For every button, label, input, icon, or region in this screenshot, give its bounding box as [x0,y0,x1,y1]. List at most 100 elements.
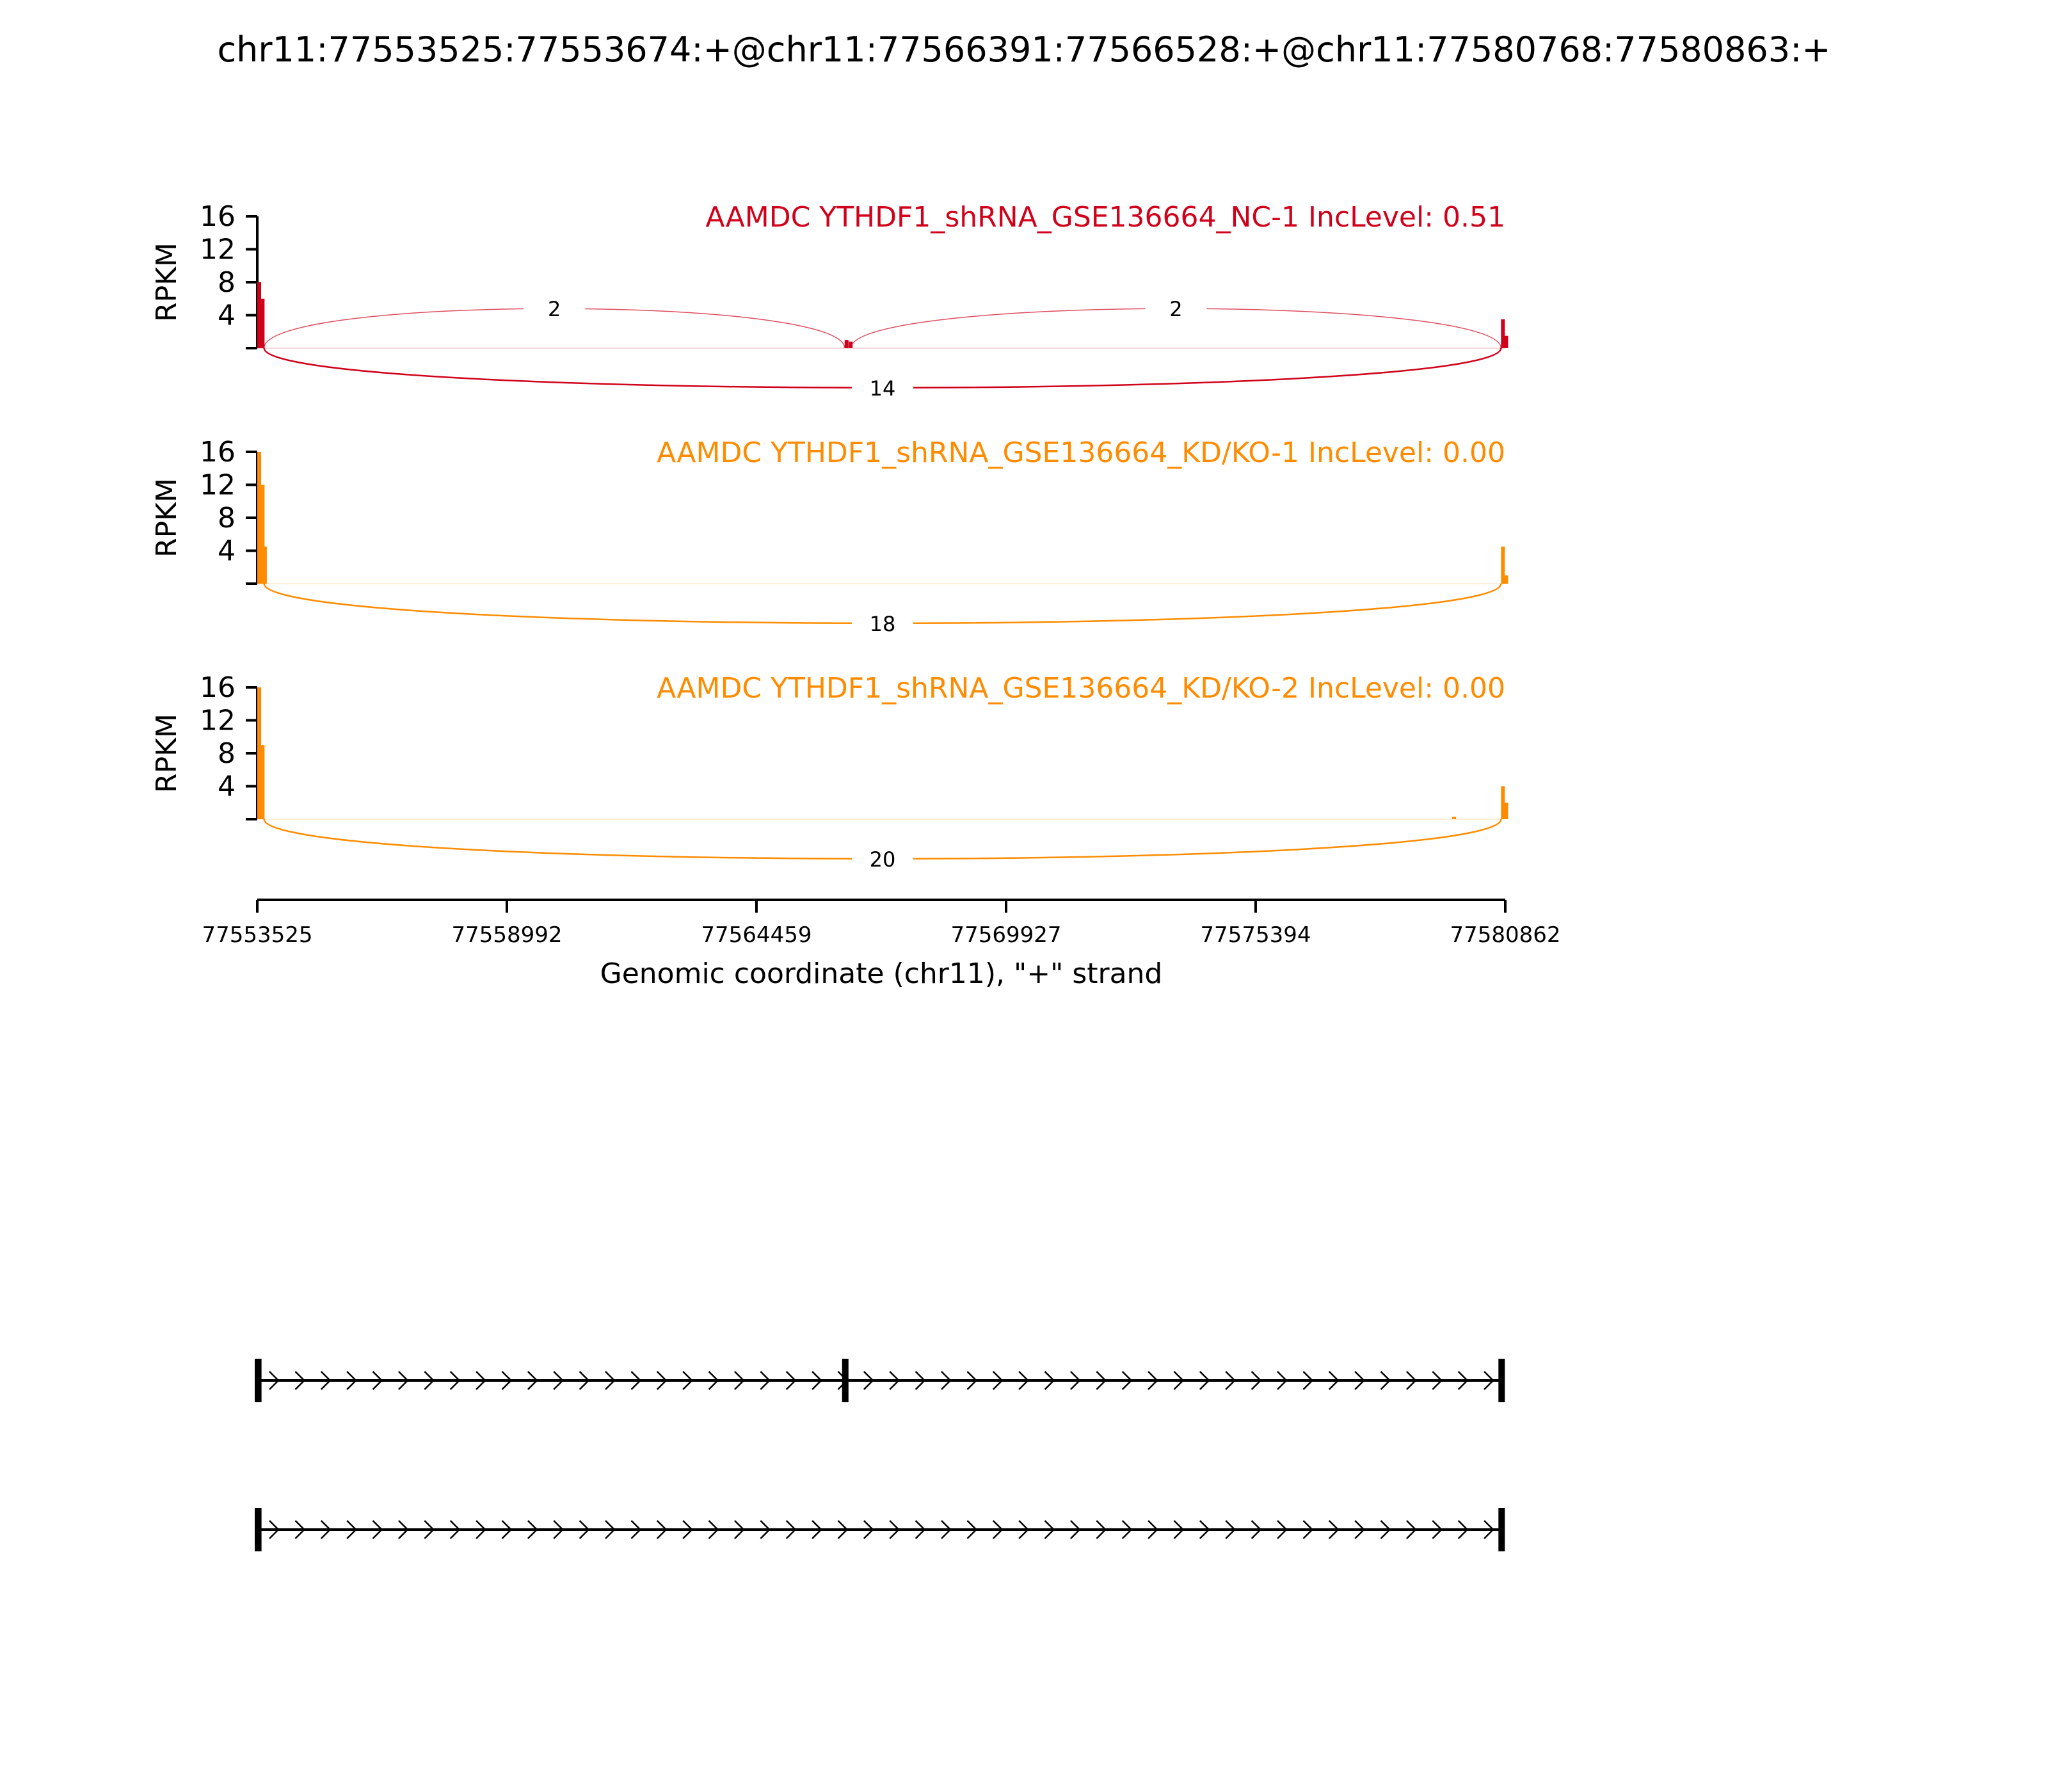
strand-chevron [449,1371,461,1390]
strand-chevron [1302,1520,1314,1539]
coverage-bar [849,341,853,348]
strand-chevron [785,1520,797,1539]
y-axis-label: RPKM [150,478,183,557]
strand-chevron [1199,1520,1210,1539]
y-tick-label: 4 [218,300,236,332]
strand-chevron [605,1520,616,1539]
strand-chevron [734,1520,745,1539]
strand-chevron [605,1371,616,1390]
y-tick-label: 12 [200,234,236,266]
strand-chevron [812,1520,822,1539]
exon-block [1498,1359,1505,1402]
strand-chevron [346,1371,357,1390]
track-label: AAMDC YTHDF1_shRNA_GSE136664_KD/KO-2 Inc… [657,672,1505,705]
coverage-bar [1504,803,1508,819]
strand-chevron [656,1520,668,1539]
y-tick-label: 12 [200,705,236,737]
strand-chevron [553,1520,564,1539]
strand-chevron [1070,1520,1081,1539]
y-tick-label: 8 [218,266,236,299]
strand-chevron [1148,1520,1158,1539]
strand-chevron [1044,1371,1055,1390]
strand-chevron [424,1371,435,1390]
exon-block [1498,1508,1505,1551]
coverage-bar [1504,335,1508,348]
y-tick-label: 16 [200,671,236,704]
junction-count: 2 [548,297,561,321]
coverage-bar [262,547,267,584]
x-tick-label: 77580862 [1450,922,1560,948]
strand-chevron [1432,1520,1443,1539]
strand-chevron [630,1520,642,1539]
strand-chevron [449,1520,461,1539]
transcript-2 [255,1508,1505,1551]
x-axis: Genomic coordinate (chr11), "+" strand 7… [202,899,1561,990]
strand-chevron [1406,1371,1417,1390]
strand-chevron [708,1520,719,1539]
coverage-bar [1501,547,1505,584]
coverage-bar [1501,319,1505,348]
junction-count: 18 [870,612,896,636]
strand-chevron [941,1520,952,1539]
strand-chevron [915,1520,926,1539]
strand-chevron [941,1371,952,1390]
strand-chevron [682,1520,693,1539]
coverage-bar [844,340,849,348]
strand-chevron [1328,1371,1340,1390]
strand-chevron [1277,1371,1288,1390]
junction-label-bg [524,292,586,325]
strand-chevron [527,1371,538,1390]
strand-chevron [1251,1371,1262,1390]
junction-label-bg [851,371,913,404]
strand-chevron [269,1371,280,1390]
x-tick-label: 77575394 [1200,922,1311,948]
strand-chevron [682,1371,693,1390]
strand-chevron [1044,1520,1055,1539]
strand-chevron [372,1371,383,1390]
strand-chevron [579,1520,590,1539]
strand-chevron [1432,1371,1443,1390]
x-tick-label: 77564459 [701,922,812,948]
strand-chevron [476,1371,486,1390]
strand-chevron [501,1371,513,1390]
strand-chevron [553,1371,564,1390]
strand-chevron [734,1371,745,1390]
strand-chevron [966,1371,978,1390]
transcript-1 [255,1359,1505,1402]
strand-chevron [372,1520,383,1539]
junction-count: 2 [1169,297,1182,321]
strand-chevron [1484,1371,1494,1390]
strand-chevron [837,1520,849,1539]
coverage-bar [260,745,265,819]
strand-chevron [656,1371,668,1390]
y-tick-label: 16 [200,436,236,468]
strand-chevron [1457,1520,1469,1539]
strand-chevron [1457,1371,1469,1390]
y-tick-label: 12 [200,469,236,502]
strand-chevron [1302,1371,1314,1390]
coverage-bar [260,484,265,584]
strand-chevron [579,1371,590,1390]
strand-chevron [1277,1520,1288,1539]
junction-count: 14 [870,376,896,401]
track-label: AAMDC YTHDF1_shRNA_GSE136664_NC-1 IncLev… [705,201,1505,234]
strand-chevron [398,1371,409,1390]
strand-chevron [1173,1371,1185,1390]
x-tick-label: 77569927 [950,922,1061,948]
y-tick-label: 4 [218,771,236,803]
strand-chevron [1225,1520,1236,1539]
strand-chevron [889,1520,900,1539]
strand-chevron [1121,1520,1133,1539]
strand-chevron [992,1371,1004,1390]
strand-chevron [1225,1371,1236,1390]
y-tick-label: 4 [218,535,236,568]
strand-chevron [527,1520,538,1539]
strand-chevron [630,1371,642,1390]
strand-chevron [346,1520,357,1539]
strand-chevron [1484,1520,1494,1539]
